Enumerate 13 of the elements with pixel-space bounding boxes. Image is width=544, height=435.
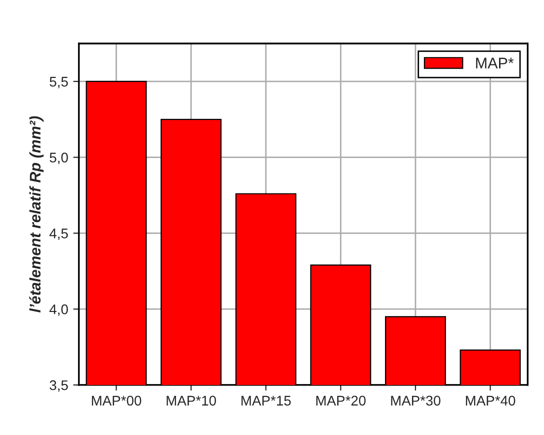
y-tick-label: 3,5 [50, 380, 68, 392]
y-tick-label: 5,5 [50, 76, 68, 88]
x-tick-label: MAP*15 [242, 396, 291, 406]
x-tick-label: MAP*10 [166, 396, 216, 406]
y-tick-label: 4,5 [49, 228, 68, 240]
legend-label: MAP* [476, 58, 514, 68]
x-tick-label: MAP*30 [391, 396, 440, 406]
x-tick-label: MAP*20 [316, 396, 366, 406]
x-tick-label: MAP*00 [92, 396, 142, 406]
y-tick-label: 4,0 [49, 304, 68, 316]
x-tick-label: MAP*40 [466, 396, 516, 406]
y-axis-title: l’étalement relatif Rp (mm²) [29, 116, 44, 312]
y-tick-label: 5,0 [50, 152, 68, 164]
